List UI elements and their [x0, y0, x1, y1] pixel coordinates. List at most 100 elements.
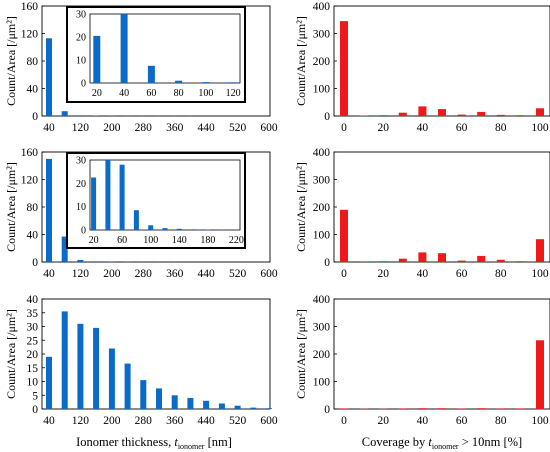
bar [340, 21, 348, 117]
inset-bar [120, 14, 128, 83]
x-tick-label: 0 [341, 268, 347, 280]
inset-y-tick-label: 0 [81, 226, 86, 237]
inset-bar [229, 82, 237, 83]
bar [108, 348, 115, 409]
y-tick-label: 80 [27, 202, 39, 214]
inset-L2: 0 10 20 30 20 60 100 140 180 220 [66, 152, 246, 249]
bar [171, 395, 178, 410]
x-tick-label: 120 [72, 122, 90, 134]
y-tick-label: 120 [21, 175, 39, 187]
inset-bar [202, 82, 210, 83]
inset-y-tick-label: 0 [81, 79, 86, 90]
inset-x-tick-label: 60 [117, 235, 127, 246]
inset-bar [191, 229, 197, 230]
x-tick-label: 20 [377, 268, 389, 280]
x-tick-label: 440 [198, 268, 216, 280]
inset-bar [175, 80, 183, 83]
x-tick-label: 360 [166, 122, 184, 134]
bar [93, 327, 100, 409]
y-axis-label: Count/Area [/μm²] [4, 16, 18, 106]
x-tick-label: 600 [260, 268, 278, 280]
x-tick-label: 20 [377, 415, 389, 427]
x-tick-label: 200 [103, 122, 121, 134]
inset-y-tick-label: 10 [76, 202, 86, 213]
y-tick-label: 160 [21, 1, 39, 13]
x-tick-label: 20 [377, 122, 389, 134]
chart-R2: 0 100 200 300 400 0 20 40 60 80 100 Count/Area [/μm… [294, 147, 550, 280]
bar [140, 380, 147, 409]
inset-bar [91, 177, 97, 230]
bar [418, 106, 427, 116]
inset-x-tick-label: 220 [229, 235, 244, 246]
bar [438, 109, 446, 116]
bar [379, 261, 388, 262]
x-tick-label: 360 [166, 268, 184, 280]
inset-x-tick-label: 20 [92, 88, 102, 99]
inset-y-tick-label: 30 [76, 10, 86, 21]
y-tick-label: 400 [313, 1, 331, 13]
y-axis-label: Count/Area [/μm²] [4, 162, 18, 252]
y-tick-label: 10 [27, 377, 39, 389]
inset-x-tick-label: 100 [143, 235, 158, 246]
x-tick-label: 120 [72, 268, 90, 280]
bar [398, 258, 407, 262]
bar [516, 115, 525, 116]
x-tick-label: 520 [229, 415, 247, 427]
y-tick-label: 400 [313, 147, 331, 159]
inset-x-tick-label: 140 [172, 235, 187, 246]
inset-x-tick-label: 20 [89, 235, 99, 246]
inset-L1: 0 10 20 30 20 40 60 80 100 120 [66, 6, 246, 103]
y-axis-label: Count/Area [/μm²] [294, 309, 308, 399]
x-tick-label: 80 [495, 122, 507, 134]
inset-x-tick-label: 40 [119, 88, 129, 99]
y-tick-label: 400 [313, 294, 331, 306]
inset-x-tick-label: 100 [198, 88, 213, 99]
inset-bar [148, 225, 154, 230]
x-tick-label: 200 [103, 415, 121, 427]
y-tick-label: 0 [32, 111, 38, 123]
y-tick-label: 80 [27, 56, 39, 68]
bar [457, 114, 466, 116]
x-tick-label: 40 [43, 268, 55, 280]
bar [250, 407, 257, 409]
bar [516, 261, 525, 262]
y-tick-label: 200 [313, 349, 331, 361]
y-axis-label: Count/Area [/μm²] [4, 309, 18, 399]
x-tick-label: 80 [495, 415, 507, 427]
x-tick-label: 0 [341, 122, 347, 134]
bar [496, 408, 505, 409]
x-tick-label: 600 [260, 122, 278, 134]
x-tick-label: 40 [417, 122, 429, 134]
bar [124, 363, 131, 409]
bar [379, 115, 388, 116]
bar [203, 400, 210, 410]
x-tick-label: 200 [103, 268, 121, 280]
bar [457, 408, 466, 409]
x-tick-label: 80 [495, 268, 507, 280]
bar [46, 38, 52, 116]
x-tick-label: 60 [456, 122, 468, 134]
x-tick-label: 280 [135, 122, 153, 134]
x-tick-label: 440 [198, 415, 216, 427]
bar [340, 209, 348, 263]
y-axis-label: Count/Area [/μm²] [294, 16, 308, 106]
inset-frame [66, 152, 246, 249]
bar [77, 323, 84, 410]
y-tick-label: 300 [313, 322, 331, 334]
inset-x-tick-label: 180 [200, 235, 215, 246]
inset-bar [147, 65, 155, 84]
inset-y-tick-label: 10 [76, 56, 86, 67]
y-tick-label: 20 [27, 349, 39, 361]
inset-x-tick-label: 60 [146, 88, 156, 99]
x-tick-label: 100 [531, 122, 549, 134]
bar [496, 259, 505, 262]
inset-bar [176, 228, 182, 230]
bar [77, 115, 84, 116]
bar [477, 111, 486, 116]
x-tick-label: 40 [43, 415, 55, 427]
bar [477, 255, 486, 262]
plot-frame [333, 298, 550, 410]
bar [46, 356, 52, 410]
y-tick-label: 30 [27, 322, 39, 334]
